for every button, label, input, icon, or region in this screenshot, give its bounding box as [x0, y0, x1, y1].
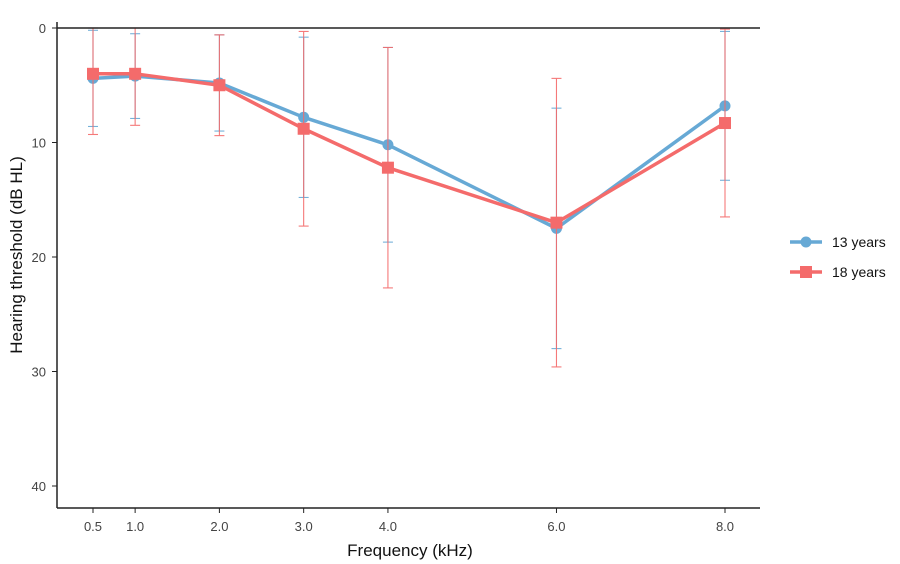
y-tick-label: 10: [32, 136, 46, 151]
x-tick-label: 1.0: [126, 519, 144, 534]
x-tick-label: 2.0: [210, 519, 228, 534]
x-tick-label: 3.0: [295, 519, 313, 534]
x-axis-ticks: 0.5 1.0 2.0 3.0 4.0 6.0 8.0: [84, 508, 734, 534]
y-axis-title: Hearing threshold (dB HL): [7, 156, 26, 353]
legend-marker: [800, 266, 812, 278]
data-point: [381, 161, 394, 174]
data-point: [129, 67, 142, 80]
legend-label: 18 years: [832, 264, 886, 280]
series-line: [92, 74, 727, 231]
data-point: [297, 122, 310, 135]
legend-label: 13 years: [832, 234, 886, 250]
y-tick-label: 0: [39, 21, 46, 36]
legend-item: 13 years: [790, 234, 886, 250]
y-axis-ticks: 0 10 20 30 40: [32, 21, 57, 494]
legend-marker: [800, 236, 812, 248]
x-tick-label: 8.0: [716, 519, 734, 534]
x-tick-label: 6.0: [547, 519, 565, 534]
x-tick-label: 0.5: [84, 519, 102, 534]
plot-area: [87, 27, 731, 368]
series-2: [87, 27, 731, 368]
data-point: [213, 79, 226, 92]
series-1: [87, 29, 731, 350]
y-tick-label: 40: [32, 479, 46, 494]
legend: 13 years 18 years: [790, 234, 886, 280]
data-point: [87, 67, 99, 80]
data-point: [550, 216, 563, 229]
x-axis-title: Frequency (kHz): [347, 541, 473, 560]
legend-item: 18 years: [790, 264, 886, 280]
data-point: [719, 117, 731, 130]
series-line: [93, 72, 726, 225]
y-tick-label: 30: [32, 365, 46, 380]
y-tick-label: 20: [32, 250, 46, 265]
x-tick-label: 4.0: [379, 519, 397, 534]
